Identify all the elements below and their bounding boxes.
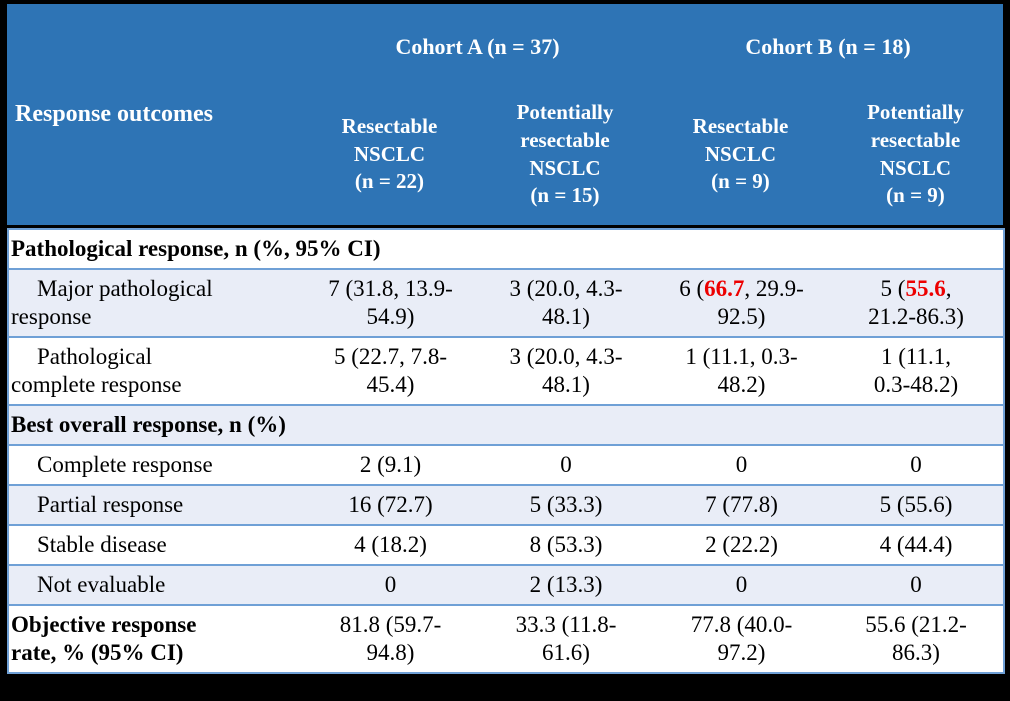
table-cell: 2 (13.3)	[478, 564, 654, 606]
col-header-cohort-b-potentially-resectable: Potentially resectable NSCLC (n = 9)	[867, 100, 964, 208]
table-cell: 77.8 (40.0- 97.2)	[654, 604, 829, 674]
data-row: Major pathological response 7 (31.8, 13.9…	[8, 268, 1005, 338]
table-cell: 55.6 (21.2- 86.3)	[829, 604, 1005, 674]
table-cell: 0	[478, 444, 654, 486]
table-cell: 33.3 (11.8- 61.6)	[478, 604, 654, 674]
table-cell: 5 (22.7, 7.8- 45.4)	[303, 336, 478, 406]
data-row: Complete response 2 (9.1) 0 0 0	[8, 444, 1005, 486]
section-label: Pathological response, n (%, 95% CI)	[8, 228, 1005, 270]
table-cell: 3 (20.0, 4.3- 48.1)	[478, 268, 654, 338]
table-cell: 6 (66.7, 29.9- 92.5)	[654, 268, 829, 338]
data-row: Pathological complete response 5 (22.7, 7…	[8, 336, 1005, 406]
table-cell: 0	[303, 564, 478, 606]
table-cell: 5 (55.6)	[829, 484, 1005, 526]
table-cell: 2 (9.1)	[303, 444, 478, 486]
row-label: Stable disease	[8, 524, 303, 566]
cohort-b-header: Cohort B (n = 18)	[745, 34, 911, 59]
table-cell: 1 (11.1, 0.3-48.2)	[829, 336, 1005, 406]
table-cell: 2 (22.2)	[654, 524, 829, 566]
table-cell: 7 (31.8, 13.9- 54.9)	[303, 268, 478, 338]
section-header-row: Best overall response, n (%)	[8, 404, 1005, 446]
data-row: Objective response rate, % (95% CI) 81.8 …	[8, 604, 1005, 674]
cohort-a-header: Cohort A (n = 37)	[395, 34, 560, 59]
response-outcomes-header: Response outcomes	[15, 101, 213, 127]
highlighted-value: 66.7	[704, 276, 745, 301]
row-label: Complete response	[8, 444, 303, 486]
table-cell: 7 (77.8)	[654, 484, 829, 526]
data-row: Partial response 16 (72.7) 5 (33.3) 7 (77.8…	[8, 484, 1005, 526]
table-header: Response outcomes Cohort A (n = 37) Coho…	[7, 4, 1003, 225]
table-cell: 4 (18.2)	[303, 524, 478, 566]
col-header-cohort-a-resectable: Resectable NSCLC (n = 22)	[341, 113, 438, 194]
table-cell: 0	[654, 564, 829, 606]
results-table: Pathological response, n (%, 95% CI) Majo…	[7, 228, 1006, 674]
table-cell: 0	[829, 444, 1005, 486]
row-label: Objective response rate, % (95% CI)	[8, 604, 303, 674]
table-cell: 5 (33.3)	[478, 484, 654, 526]
row-label: Major pathological response	[8, 268, 303, 338]
row-label: Not evaluable	[8, 564, 303, 606]
highlighted-value: 55.6	[905, 276, 946, 301]
row-label: Partial response	[8, 484, 303, 526]
data-row: Not evaluable 0 2 (13.3) 0 0	[8, 564, 1005, 606]
section-header-row: Pathological response, n (%, 95% CI)	[8, 228, 1005, 270]
col-header-cohort-b-resectable: Resectable NSCLC (n = 9)	[692, 113, 789, 194]
table-cell: 5 (55.6, 21.2-86.3)	[829, 268, 1005, 338]
table-cell: 1 (11.1, 0.3- 48.2)	[654, 336, 829, 406]
table-cell: 8 (53.3)	[478, 524, 654, 566]
table-cell: 4 (44.4)	[829, 524, 1005, 566]
table-cell: 81.8 (59.7- 94.8)	[303, 604, 478, 674]
section-label: Best overall response, n (%)	[8, 404, 1005, 446]
data-row: Stable disease 4 (18.2) 8 (53.3) 2 (22.2) 4 …	[8, 524, 1005, 566]
table-cell: 16 (72.7)	[303, 484, 478, 526]
col-header-cohort-a-potentially-resectable: Potentially resectable NSCLC (n = 15)	[516, 100, 614, 208]
table-cell: 3 (20.0, 4.3- 48.1)	[478, 336, 654, 406]
table-cell: 0	[829, 564, 1005, 606]
row-label: Pathological complete response	[8, 336, 303, 406]
table-cell: 0	[654, 444, 829, 486]
